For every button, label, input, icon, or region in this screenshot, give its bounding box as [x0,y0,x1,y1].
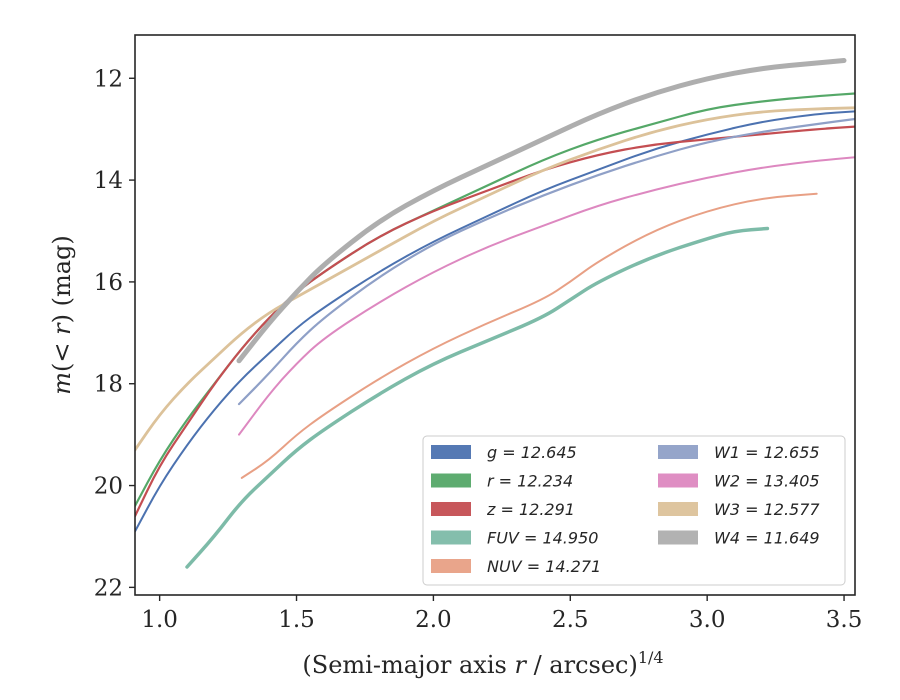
series-line-w1 [237,117,855,406]
x-tick-label: 1.5 [278,607,315,633]
legend-label-nuv: NUV = 14.271 [487,557,601,576]
plot-area [135,58,855,569]
legend-swatch-nuv [431,559,471,573]
legend-swatch-r [431,473,471,488]
axes-frame [134,34,856,596]
y-tick-label: 12 [94,66,123,92]
series-line-fuv [185,226,770,569]
x-axis-label: (Semi-major axis r / arcsec)1/4 [302,648,663,679]
legend-label-w3: W3 = 12.577 [714,500,820,519]
legend-swatch-z [431,502,471,516]
legend-label-w1: W1 = 12.655 [714,443,820,462]
legend-label-g: g = 12.645 [487,443,577,462]
legend-swatch-w1 [658,445,698,459]
series-line-nuv [240,192,818,479]
series-line-w2 [238,156,855,436]
legend-swatch-fuv [431,530,471,545]
legend-swatch-w2 [658,473,698,488]
legend-box [422,435,846,586]
x-tick-label: 3.5 [826,607,863,633]
series-line-g [135,110,855,533]
legend-label-w2: W2 = 13.405 [714,472,820,491]
legend-label-fuv: FUV = 14.950 [487,529,598,548]
legend-label-w4: W4 = 11.649 [714,529,820,548]
y-axis-label: m(< r) (mag) [48,235,76,395]
series-line-z [135,125,855,518]
y-tick-label: 16 [94,270,123,296]
x-tick-label: 2.0 [415,607,452,633]
y-tick-label: 22 [94,575,123,601]
x-tick-label: 1.0 [141,607,178,633]
y-tick-label: 18 [94,372,123,398]
legend-swatch-w4 [658,530,698,545]
x-tick-label: 2.5 [552,607,589,633]
legend: g = 12.645 r = 12.234 z = 12.291 FUV = 14.9… [422,435,846,586]
series-line-w3 [135,106,855,452]
y-tick-label: 14 [94,168,123,194]
axis-ticks: 1.0 1.5 2.0 2.5 3.0 3.5 12 14 16 18 20 22 [94,66,863,633]
x-tick-label: 3.0 [689,607,726,633]
legend-swatch-w3 [658,502,698,516]
y-tick-label: 20 [94,474,123,500]
legend-label-r: r = 12.234 [487,472,573,491]
x-axis-label-exponent: 1/4 [638,648,664,667]
legend-label-z: z = 12.291 [486,500,575,519]
series-line-w4 [236,58,847,364]
legend-swatch-g [431,445,471,459]
